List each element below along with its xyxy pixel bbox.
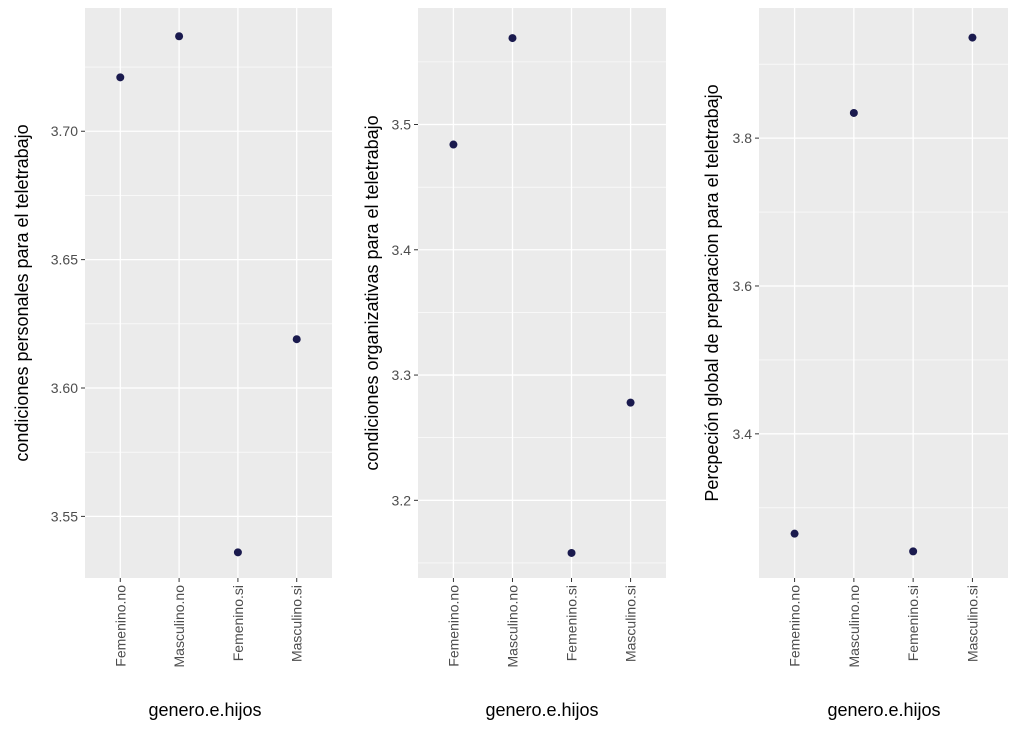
x-axis-title: genero.e.hijos — [148, 700, 261, 720]
plot-background — [759, 8, 1008, 578]
data-point — [175, 32, 184, 41]
y-axis-title: condiciones personales para el teletraba… — [12, 124, 32, 461]
x-tick-label: Femenino.si — [564, 585, 580, 661]
y-tick-label: 3.8 — [733, 130, 753, 146]
y-tick-label: 3.2 — [392, 492, 412, 508]
data-point — [909, 547, 918, 556]
y-axis-title: Percpeción global de preparacion para el… — [702, 84, 722, 501]
x-tick-label: Masculino.si — [623, 585, 639, 662]
data-point — [968, 33, 977, 42]
x-tick-label: Femenino.no — [112, 585, 128, 667]
data-point — [233, 548, 242, 557]
y-tick-label: 3.55 — [51, 508, 78, 524]
x-tick-label: Masculino.no — [504, 585, 520, 668]
data-point — [849, 108, 858, 117]
y-tick-label: 3.65 — [51, 252, 78, 268]
data-point — [626, 398, 635, 407]
data-point — [449, 140, 458, 149]
x-tick-label: Femenino.no — [445, 585, 461, 667]
data-point — [567, 548, 576, 557]
y-axis-title: condiciones organizativas para el teletr… — [362, 115, 382, 470]
panel-1: 3.55 3.60 3.65 3.70 Femenino.no Masculino.no F… — [12, 8, 332, 720]
y-tick-label: 3.5 — [392, 117, 412, 133]
x-tick-label: Masculino.no — [171, 585, 187, 668]
data-point — [508, 34, 517, 43]
panel-3: 3.4 3.6 3.8 Femenino.no Masculino.no Femenino… — [702, 8, 1008, 720]
y-tick-label: 3.6 — [733, 278, 753, 294]
data-point — [116, 73, 125, 82]
x-axis-title: genero.e.hijos — [827, 700, 940, 720]
x-tick-label: Femenino.si — [230, 585, 246, 661]
x-axis-title: genero.e.hijos — [485, 700, 598, 720]
data-point — [790, 529, 799, 538]
x-tick-label: Masculino.no — [846, 585, 862, 668]
y-tick-label: 3.4 — [733, 426, 753, 442]
data-point — [292, 335, 301, 344]
plot-background — [418, 8, 666, 578]
x-tick-label: Femenino.no — [787, 585, 803, 667]
x-tick-label: Masculino.si — [964, 585, 980, 662]
panel-2: 3.2 3.3 3.4 3.5 Femenino.no Masculino.no Femen… — [362, 8, 666, 720]
y-tick-label: 3.4 — [392, 242, 412, 258]
x-tick-label: Masculino.si — [289, 585, 305, 662]
x-tick-label: Femenino.si — [905, 585, 921, 661]
y-tick-label: 3.60 — [51, 380, 78, 396]
y-tick-label: 3.3 — [392, 367, 412, 383]
y-tick-label: 3.70 — [51, 123, 78, 139]
plot-background — [85, 8, 332, 578]
